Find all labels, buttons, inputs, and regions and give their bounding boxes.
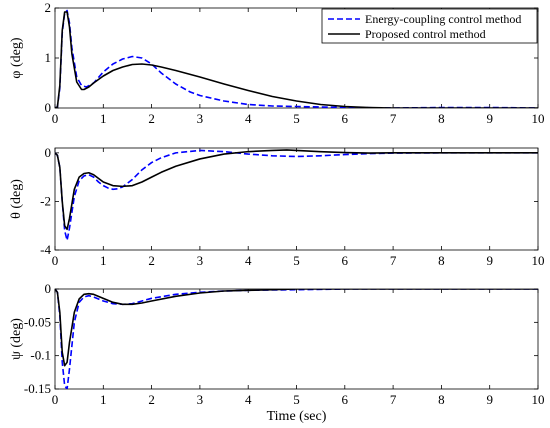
x-tick-label: 3 (197, 111, 204, 126)
x-tick-label: 0 (52, 111, 59, 126)
y-axis-label: ψ (deg) (9, 318, 24, 360)
legend-entry: Energy-coupling control method (365, 12, 521, 26)
x-axis-label: Time (sec) (267, 409, 327, 424)
y-tick-label: -0.1 (30, 348, 51, 363)
x-tick-label: 10 (532, 111, 545, 126)
series-line-proposed (55, 149, 538, 231)
series-group (55, 289, 538, 389)
subplot-1: 0 1 2 3 4 5 6 7 8 9 10 0 1 2 φ (deg) Energy-coupling co… (9, 0, 545, 126)
y-tick-label: 2 (45, 0, 52, 15)
x-tick-label: 6 (342, 253, 349, 268)
subplot-3: 0 1 2 3 4 5 6 7 8 9 10 -0.15 -0.1 -0.05 0 ψ (deg) Time (… (9, 281, 545, 424)
series-group (55, 9, 538, 108)
y-tick-label: 0 (45, 100, 52, 115)
x-tick-label: 8 (438, 392, 445, 407)
x-tick-label: 9 (486, 111, 493, 126)
x-tick-label: 7 (390, 392, 397, 407)
series-line-energy-coupling (55, 149, 538, 242)
y-tick-label: -2 (40, 193, 51, 208)
x-tick-label: 1 (100, 111, 107, 126)
x-tick-label: 8 (438, 111, 445, 126)
plot-frame (54, 147, 539, 251)
x-tick-label: 6 (342, 111, 349, 126)
x-tick-label: 2 (148, 111, 155, 126)
series-line-proposed (55, 289, 538, 367)
x-tick-label: 4 (245, 111, 252, 126)
x-tick-label: 2 (148, 392, 155, 407)
y-axis-label: φ (deg) (9, 37, 24, 78)
x-tick-label: 8 (438, 253, 445, 268)
x-tick-label: 5 (293, 392, 300, 407)
x-tick-label: 6 (342, 392, 349, 407)
x-tick-label: 10 (532, 253, 545, 268)
x-tick-label: 1 (100, 392, 107, 407)
x-tick-label: 4 (245, 392, 252, 407)
x-tick-label: 3 (197, 253, 204, 268)
x-tick-label: 2 (148, 253, 155, 268)
x-tick-label: 7 (390, 111, 397, 126)
x-tick-label: 9 (486, 253, 493, 268)
x-tick-label: 0 (52, 253, 59, 268)
series-line-proposed (55, 11, 538, 108)
x-tick-label: 3 (197, 392, 204, 407)
x-tick-label: 0 (52, 392, 59, 407)
x-tick-label: 4 (245, 253, 252, 268)
x-tick-label: 9 (486, 392, 493, 407)
y-tick-label: 0 (45, 145, 52, 160)
x-tick-label: 7 (390, 253, 397, 268)
y-tick-label: 0 (45, 281, 52, 296)
x-tick-label: 5 (293, 253, 300, 268)
y-tick-label: -0.05 (24, 314, 51, 329)
legend-box (321, 8, 538, 44)
y-tick-label: 1 (45, 50, 52, 65)
x-tick-label: 10 (532, 392, 545, 407)
y-tick-label: -4 (40, 242, 51, 257)
legend-entry: Proposed control method (365, 27, 486, 41)
subplot-2: 0 1 2 3 4 5 6 7 8 9 10 -4 -2 0 θ (deg) (9, 145, 545, 268)
x-tick-label: 1 (100, 253, 107, 268)
y-tick-label: -0.15 (24, 381, 51, 396)
series-group (55, 149, 538, 242)
y-axis-label: θ (deg) (9, 179, 24, 219)
x-tick-label: 5 (293, 111, 300, 126)
